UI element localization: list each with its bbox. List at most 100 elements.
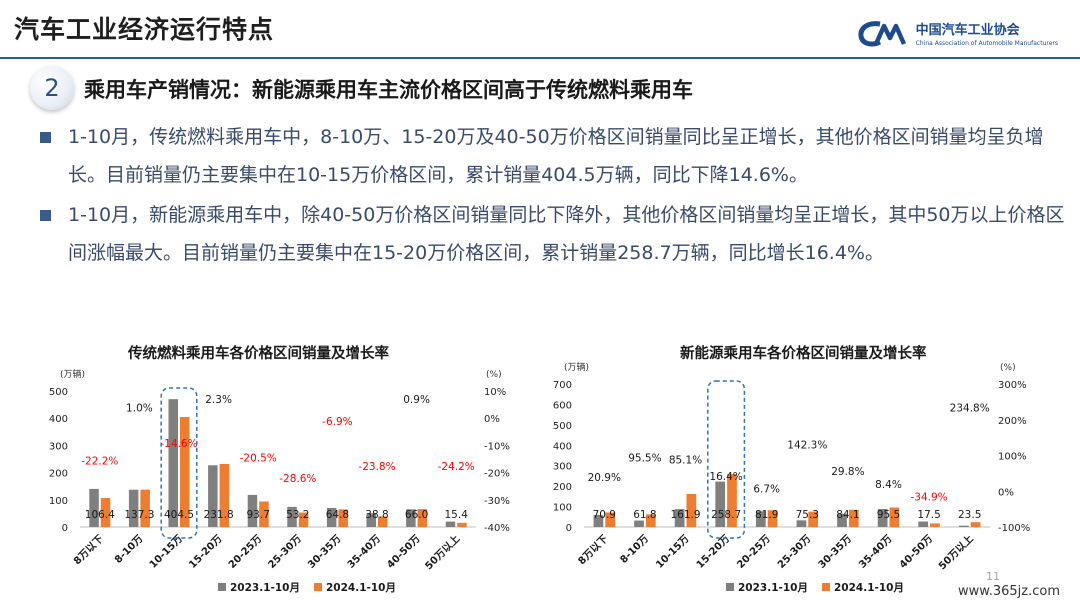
bar-2023 [168,399,178,527]
bar-2023 [755,511,766,527]
bar-value-label: 61.8 [633,509,656,521]
bar-2023 [208,465,218,527]
category-label: 50万以上 [936,532,976,572]
bar-2023 [247,494,258,527]
bullet-text: 1-10月，新能源乘用车中，除40-50万价格区间销量同比下降外，其他价格区间销… [68,204,1065,264]
growth-rate-label: 95.5% [628,453,661,465]
bullet-item: 1-10月，新能源乘用车中，除40-50万价格区间销量同比下降外，其他价格区间销… [40,196,1070,272]
bar-2024 [970,522,981,527]
bar-2024 [338,509,348,527]
right-tick-label: -30% [484,496,510,507]
bar-2024 [889,507,900,527]
category-label: 40-50万 [385,533,423,571]
chart-title: 新能源乘用车各价格区间销量及增长率 [680,346,927,362]
bar-value-label: 53.2 [286,509,309,521]
bar-2023 [918,521,929,527]
growth-rate-label: 20.9% [588,472,621,484]
right-tick-label: 300% [998,380,1027,391]
legend-label-2024: 2024.1-10月 [326,582,396,594]
bar-2023 [674,509,685,527]
bar-value-label: 15.4 [445,509,469,521]
legend-swatch-2024 [314,583,322,591]
category-label: 50万以上 [422,532,462,572]
bar-2024 [930,523,940,527]
bar-value-label: 84.1 [836,509,859,521]
category-label: 10-15万 [147,533,185,571]
left-tick-label: 300 [49,441,68,452]
growth-rate-label: 2.3% [205,394,232,406]
bar-2024 [605,512,616,527]
highlight-box [160,387,198,539]
growth-rate-label: -23.8% [358,461,395,473]
legend-swatch-2023 [218,583,226,591]
bar-value-label: 38.8 [365,509,388,521]
highlight-box [707,380,746,539]
left-tick-label: 500 [553,421,572,432]
bar-value-label: 95.5 [877,509,900,521]
bar-value-label: 93.7 [247,509,270,521]
category-label: 30-35万 [305,533,343,571]
category-label: 35-40万 [345,533,383,571]
left-tick-label: 0 [62,523,68,534]
right-tick-label: -40% [484,523,510,534]
bar-2024 [298,512,309,527]
bar-2024 [808,511,819,527]
bullet-square-icon [40,210,51,221]
right-tick-label: 0% [484,414,500,425]
category-label: 30-35万 [816,533,854,571]
right-tick-label: -100% [998,523,1030,534]
bar-2023 [406,509,416,527]
bullet-item: 1-10月，传统燃料乘用车中，8-10万、15-20万及40-50万价格区间销量… [40,118,1070,194]
chart-traditional: 传统燃料乘用车各价格区间销量及增长率 (万辆) (%) 0 100 200 300 400 5… [0,336,540,607]
bar-2023 [796,520,807,527]
right-tick-label: -10% [484,441,510,452]
header-divider [0,57,1080,59]
bar-value-label: 70.9 [593,509,616,521]
bar-2024 [645,514,656,527]
left-axis-unit: (万辆) [564,361,589,373]
site-watermark: www.365jz.com [958,584,1060,599]
left-tick-label: 0 [566,523,572,534]
bar-2023 [715,481,726,527]
bar-2024 [100,498,111,527]
growth-rate-label: -22.2% [81,455,118,467]
bar-value-label: 64.8 [326,509,349,521]
left-tick-label: 200 [49,469,68,480]
left-tick-label: 400 [553,441,572,452]
right-tick-label: 100% [998,452,1027,463]
caam-logo-icon [858,21,906,47]
category-label: 20-25万 [226,533,264,571]
right-axis-unit: (%) [1000,363,1016,373]
growth-rate-label: 8.4% [875,479,902,491]
right-tick-label: 10% [484,387,506,398]
legend-label-2023: 2023.1-10月 [230,582,300,594]
growth-rate-label: 1.0% [126,402,153,414]
bar-2024 [140,489,150,527]
bar-2024 [378,516,388,527]
category-label: 20-25万 [735,533,773,571]
bar-2023 [634,520,644,527]
left-tick-label: 600 [553,400,572,411]
bar-value-label: 17.5 [917,509,940,521]
growth-rate-label: 16.4% [709,471,742,483]
bar-value-label: 106.4 [85,509,115,521]
bar-value-label: 258.7 [711,509,741,521]
association-logo: 中国汽车工业协会 China Association of Automobile… [858,18,1058,48]
chart-traditional-plot: (万辆) (%) 0 100 200 300 400 500 -40% -30% -20% -10% 0… [49,368,510,594]
bar-2024 [457,522,467,527]
bar-value-label: 66.0 [405,509,428,521]
bar-value-label: 137.3 [124,509,154,521]
category-label: 8万以下 [576,533,611,568]
chart-nev: 新能源乘用车各价格区间销量及增长率 (万辆) (%) 0 100 200 300 400 50… [540,336,1080,607]
category-label: 25-30万 [775,533,813,571]
bar-2023 [89,488,99,527]
bullet-square-icon [40,132,51,143]
left-tick-label: 100 [49,496,68,507]
left-tick-label: 200 [553,482,572,493]
growth-rate-label: -20.5% [240,453,277,465]
bar-value-label: 404.5 [164,509,194,521]
growth-rate-label: -28.6% [279,473,316,485]
category-label: 10-15万 [653,533,691,571]
section-title: 乘用车产销情况：新能源乘用车主流价格区间高于传统燃料乘用车 [84,78,693,102]
bar-2023 [326,507,337,527]
